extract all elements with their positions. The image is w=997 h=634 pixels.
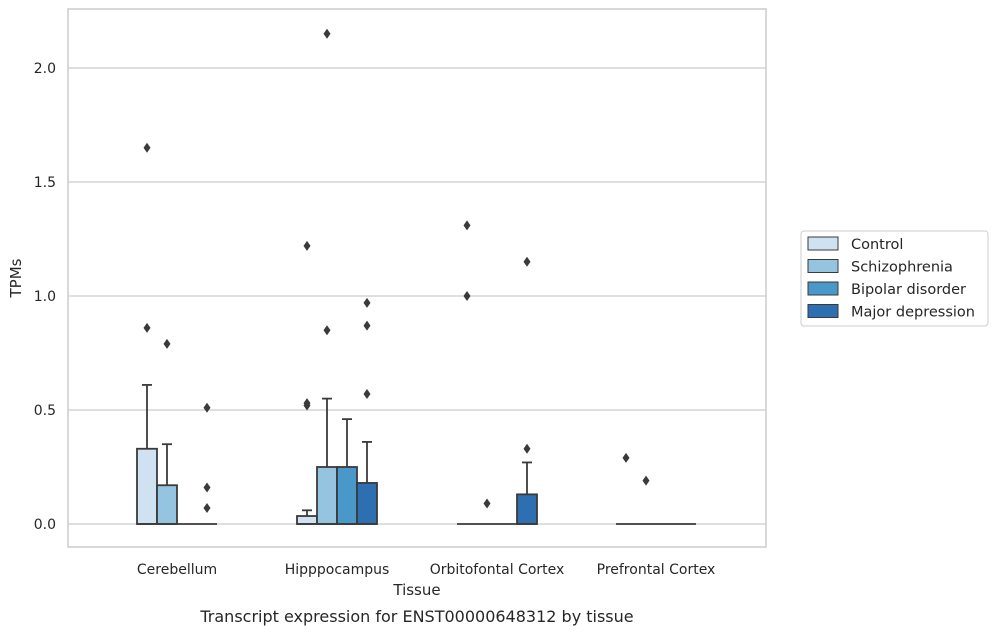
- boxes: [136, 384, 696, 525]
- x-axis-ticks: Cerebellum Hipppocampus Orbitofontal Corte…: [137, 562, 715, 578]
- box-body: [356, 482, 378, 525]
- box-bipolar-disorder: [336, 418, 358, 525]
- legend-label: Schizophrenia: [851, 260, 953, 276]
- outlier-point: [483, 498, 491, 509]
- box-body: [156, 484, 178, 525]
- legend-label: Control: [851, 237, 903, 253]
- outlier-point: [463, 291, 471, 301]
- y-tick-label: 1.5: [34, 175, 56, 191]
- y-tick-label: 1.0: [34, 289, 56, 305]
- legend-item: Schizophrenia: [807, 259, 953, 276]
- legend-item: Bipolar disorder: [807, 281, 966, 298]
- legend-label: Major depression: [851, 305, 975, 321]
- outliers: [143, 28, 650, 514]
- box-body: [296, 515, 318, 525]
- y-tick-label: 0.5: [34, 403, 56, 419]
- box-control: [296, 509, 318, 525]
- box-body: [336, 466, 358, 525]
- legend-swatch: [807, 259, 839, 273]
- outlier-point: [363, 297, 371, 308]
- outlier-point: [143, 322, 151, 333]
- box-major-depression: [516, 461, 538, 525]
- outlier-point: [143, 142, 151, 153]
- outlier-point: [642, 475, 650, 486]
- box-schizophrenia: [316, 397, 338, 525]
- outlier-point: [203, 482, 211, 493]
- outlier-point: [523, 443, 531, 454]
- y-axis-ticks: 0.0 0.5 1.0 1.5 2.0: [34, 61, 56, 533]
- y-tick-label: 2.0: [34, 61, 56, 77]
- x-tick-label: Prefrontal Cortex: [597, 562, 716, 578]
- box-body: [136, 447, 158, 525]
- outlier-point: [203, 402, 211, 413]
- box-body: [316, 466, 338, 525]
- outlier-point: [622, 452, 630, 463]
- legend-swatch: [807, 281, 839, 296]
- outlier-point: [303, 398, 311, 409]
- legend-swatch: [807, 236, 839, 251]
- legend-item: Major depression: [807, 304, 975, 321]
- legend: Control Schizophrenia Bipolar disorder Majo…: [800, 230, 989, 327]
- outlier-point: [323, 325, 331, 336]
- box-major-depression: [356, 441, 378, 525]
- legend-swatch: [807, 304, 839, 318]
- chart-caption: Transcript expression for ENST0000064831…: [199, 607, 633, 626]
- y-axis-label: TPMs: [7, 258, 25, 298]
- grid-lines: [68, 67, 766, 525]
- outlier-point: [163, 338, 171, 349]
- legend-label: Bipolar disorder: [851, 282, 966, 298]
- outlier-point: [323, 28, 331, 39]
- outlier-point: [363, 389, 371, 400]
- outlier-point: [363, 320, 371, 331]
- box-control: [136, 384, 158, 525]
- outlier-point: [523, 256, 531, 267]
- x-axis-label: Tissue: [392, 581, 440, 599]
- box-body: [516, 493, 538, 525]
- plot-frame: [67, 8, 767, 548]
- x-tick-label: Orbitofontal Cortex: [430, 562, 565, 578]
- outlier-point: [203, 503, 211, 514]
- legend-frame: [800, 230, 989, 327]
- x-tick-label: Hipppocampus: [285, 562, 390, 578]
- outlier-point: [303, 240, 311, 251]
- x-tick-label: Cerebellum: [137, 562, 217, 578]
- outlier-point: [463, 220, 471, 231]
- legend-item: Control: [807, 236, 903, 253]
- y-tick-label: 0.0: [34, 517, 56, 533]
- box-schizophrenia: [156, 443, 178, 525]
